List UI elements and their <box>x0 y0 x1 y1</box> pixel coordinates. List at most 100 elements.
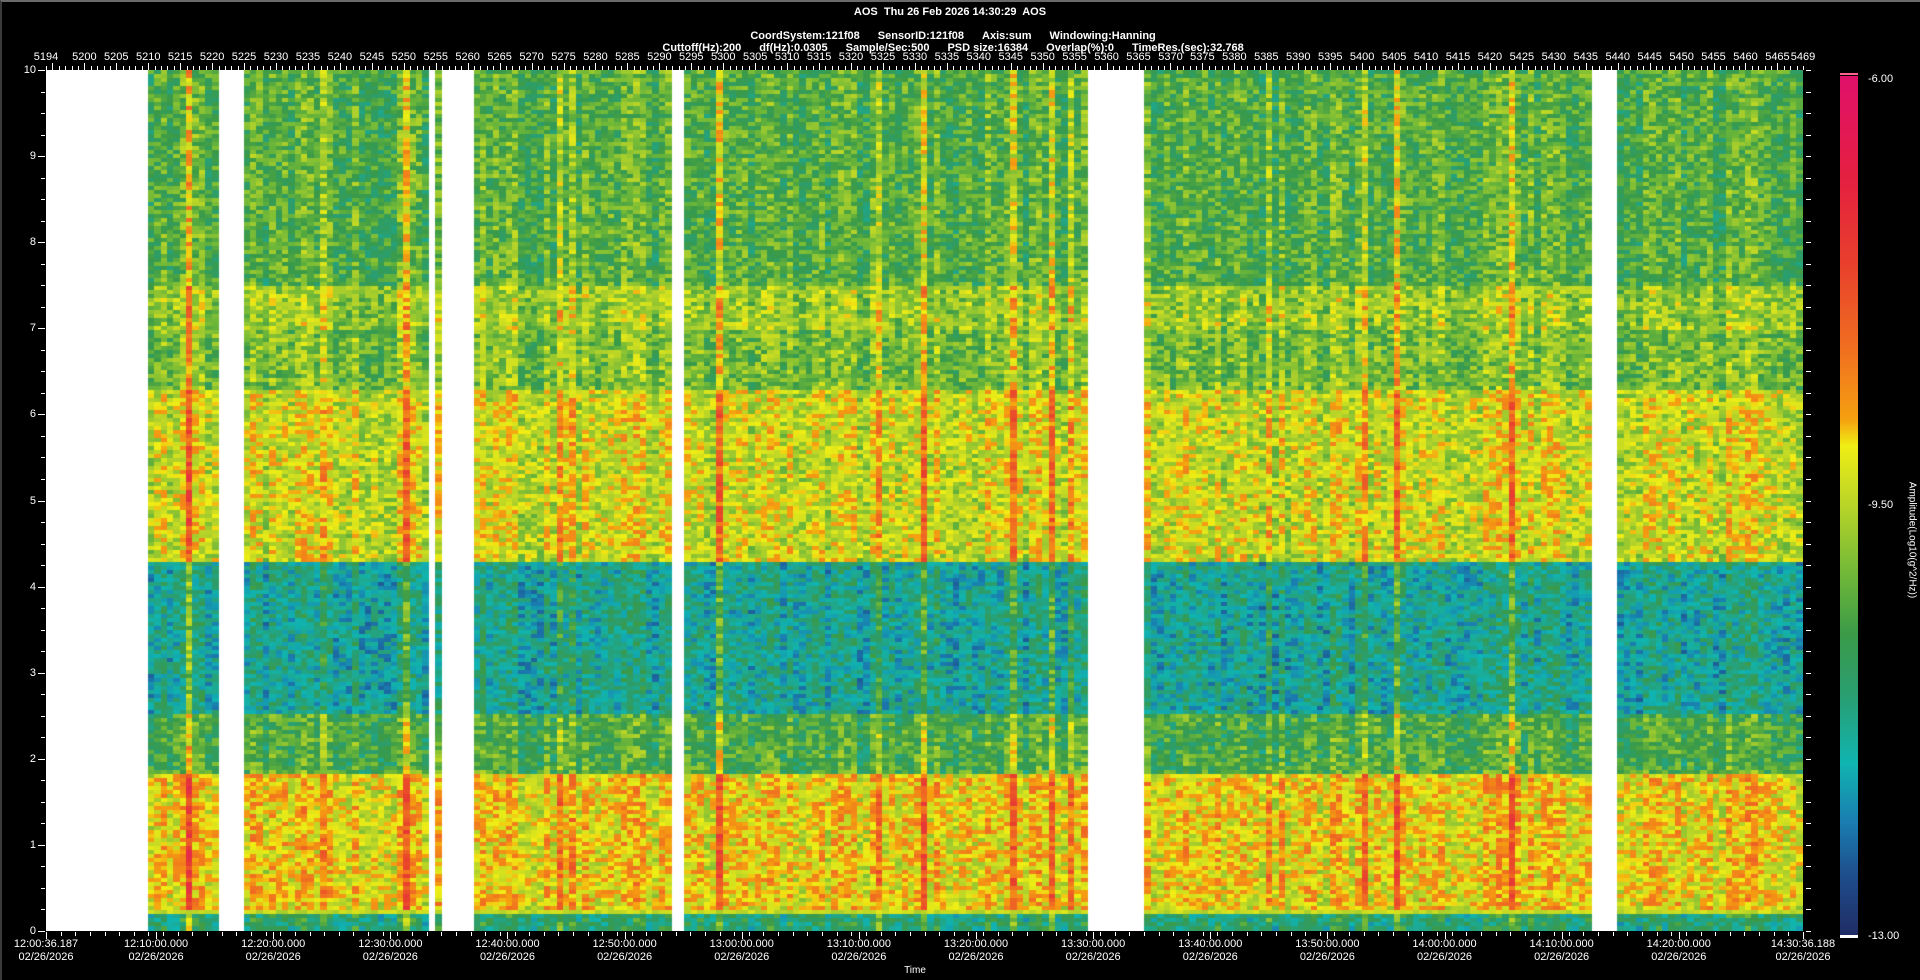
top-axis-tick <box>1036 66 1038 70</box>
time-axis-label: 12:50:00.000 <box>592 938 657 950</box>
top-axis-tick <box>1649 63 1651 70</box>
top-axis-tick <box>876 66 878 70</box>
top-axis-tick <box>1164 66 1166 70</box>
top-axis-label: 5430 <box>1541 51 1567 63</box>
top-axis-tick <box>1713 63 1715 70</box>
y-axis-label: 10 <box>23 64 36 76</box>
top-axis-tick <box>1311 66 1313 70</box>
time-axis-tick <box>1407 932 1409 936</box>
y-axis-tick-right <box>1806 134 1811 136</box>
top-axis-tick <box>58 66 60 70</box>
top-axis-tick <box>486 66 488 70</box>
top-axis-tick <box>192 66 194 70</box>
top-axis-label: 5375 <box>1190 51 1215 63</box>
time-axis-tick <box>455 932 457 936</box>
time-axis-tick <box>1290 932 1292 936</box>
top-axis-label: 5405 <box>1381 51 1407 63</box>
top-axis-tick <box>333 66 335 70</box>
time-axis-tick <box>60 932 62 936</box>
time-axis-major-tick <box>624 932 626 939</box>
top-axis-tick <box>1330 63 1332 70</box>
top-axis-tick <box>1144 66 1146 70</box>
time-axis-tick <box>1788 932 1790 936</box>
y-axis-tick-right <box>1806 371 1811 373</box>
time-axis-tick <box>1114 932 1116 936</box>
time-axis-tick <box>1070 932 1072 936</box>
top-axis-label: 5415 <box>1445 51 1471 63</box>
top-axis-tick <box>122 66 124 70</box>
spectrogram-heatmap[interactable] <box>46 70 1803 931</box>
y-axis-label: 5 <box>29 494 36 507</box>
top-axis-label: 5340 <box>966 51 992 63</box>
time-axis-tick <box>690 932 692 936</box>
top-axis-tick <box>1521 63 1523 70</box>
top-axis-label: 5370 <box>1158 51 1183 63</box>
top-axis-tick <box>1771 66 1773 70</box>
time-axis-tick <box>1773 932 1775 936</box>
time-axis-tick <box>1612 932 1614 936</box>
time-axis-tick <box>1685 932 1687 936</box>
top-axis-tick <box>557 66 559 70</box>
top-axis-tick <box>761 66 763 70</box>
top-axis-tick <box>531 63 533 70</box>
top-axis-tick <box>461 66 463 70</box>
top-axis-label: 5469 <box>1790 51 1816 63</box>
time-axis-tick <box>587 932 589 936</box>
time-axis-tick <box>704 932 706 936</box>
top-axis-tick <box>1112 66 1114 70</box>
top-axis-label: 5305 <box>742 51 768 63</box>
time-axis-tick <box>338 932 340 936</box>
top-axis-tick <box>1758 66 1760 70</box>
top-axis-label: 5235 <box>295 51 321 63</box>
top-axis-tick <box>1406 66 1408 70</box>
time-axis-date: 02/26/2026 <box>1299 951 1355 963</box>
top-axis-tick <box>1342 66 1344 70</box>
top-axis-tick <box>608 66 610 70</box>
time-axis-tick <box>953 932 955 936</box>
time-axis-major-tick <box>507 932 509 939</box>
time-axis-tick <box>895 932 897 936</box>
top-axis-tick <box>1604 66 1606 70</box>
top-axis-tick <box>1234 63 1236 70</box>
colorbar-tick-max: -6.00 <box>1868 73 1894 85</box>
y-axis-tick <box>41 522 45 524</box>
time-axis-tick <box>148 932 150 936</box>
time-axis-tick <box>646 932 648 936</box>
y-axis-label: 0 <box>29 925 36 937</box>
y-axis-tick-right <box>1806 608 1811 610</box>
time-axis-tick <box>163 932 165 936</box>
top-axis-tick <box>972 66 974 70</box>
top-axis-tick <box>736 66 738 70</box>
top-axis-tick <box>697 66 699 70</box>
top-axis-tick <box>212 63 214 70</box>
top-axis-tick <box>1707 66 1709 70</box>
time-axis-tick <box>324 932 326 936</box>
top-axis-tick <box>1017 66 1019 70</box>
time-axis-tick <box>865 932 867 936</box>
top-axis-tick <box>1157 66 1159 70</box>
time-axis-tick <box>675 932 677 936</box>
top-axis-tick <box>844 66 846 70</box>
time-axis-tick <box>1202 932 1204 936</box>
y-axis-tick <box>41 715 45 717</box>
time-axis-date: 02/26/2026 <box>128 951 184 963</box>
top-axis-label: 5440 <box>1605 51 1630 63</box>
time-axis-tick <box>602 932 604 936</box>
y-axis-tick-right <box>1806 349 1811 351</box>
y-axis-tick <box>41 306 45 308</box>
top-axis-tick <box>103 66 105 70</box>
time-axis-label: 12:00:36.187 <box>13 938 79 950</box>
top-axis-tick <box>787 63 789 70</box>
top-axis-tick <box>1751 66 1753 70</box>
spectrogram-plot-area[interactable] <box>46 70 1803 931</box>
time-axis-label: 13:20:00.000 <box>943 938 1009 950</box>
time-axis-major-tick <box>1561 932 1563 939</box>
top-axis-tick <box>1796 66 1798 70</box>
top-axis-tick <box>1061 66 1063 70</box>
time-axis-label: 14:30:36.188 <box>1770 938 1836 950</box>
top-axis-tick <box>52 63 54 70</box>
time-axis-tick <box>499 932 501 936</box>
y-axis-label: 3 <box>29 666 36 679</box>
colorbar <box>1840 76 1858 935</box>
overlap: Overlap(%):0 <box>1046 42 1115 54</box>
